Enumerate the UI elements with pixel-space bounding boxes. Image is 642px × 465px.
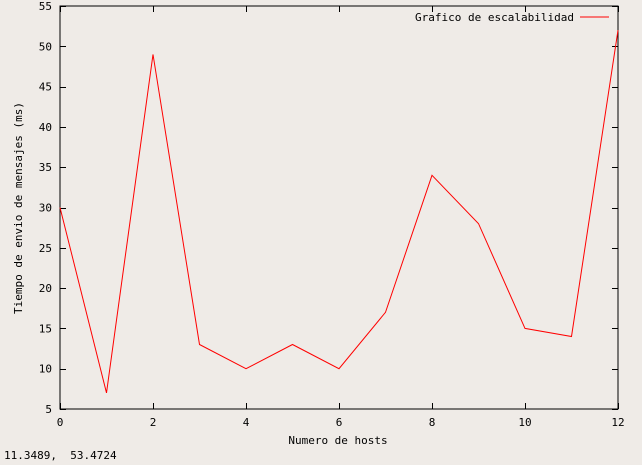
y-tick-label: 55 (39, 0, 52, 13)
y-tick-label: 45 (39, 81, 52, 94)
y-tick-label: 30 (39, 202, 52, 215)
x-tick-label: 4 (243, 416, 250, 429)
legend-label: Grafico de escalabilidad (415, 11, 574, 24)
y-tick-label: 50 (39, 40, 52, 53)
x-tick-label: 10 (518, 416, 531, 429)
axes (59, 5, 619, 410)
y-tick-label: 35 (39, 161, 52, 174)
plot-frame (59, 5, 619, 410)
x-axis-ticks: 0 2 4 6 8 10 12 (57, 6, 625, 429)
y-axis-ticks: 5 10 15 20 25 30 35 40 45 50 55 (39, 0, 618, 416)
y-tick-label: 25 (39, 242, 52, 255)
legend: Grafico de escalabilidad (415, 11, 609, 24)
y-tick-label: 40 (39, 121, 52, 134)
cursor-coordinates: 11.3489, 53.4724 (4, 449, 117, 462)
y-axis-label: Tiempo de envio de mensajes (ms) (12, 102, 25, 314)
x-axis-label: Numero de hosts (288, 434, 387, 447)
x-tick-label: 8 (429, 416, 436, 429)
y-tick-label: 10 (39, 363, 52, 376)
series-lines (59, 30, 619, 394)
y-tick-label: 20 (39, 282, 52, 295)
y-tick-label: 5 (45, 403, 52, 416)
x-tick-label: 0 (57, 416, 64, 429)
x-tick-label: 6 (336, 416, 343, 429)
x-tick-label: 12 (611, 416, 624, 429)
series-line (59, 30, 619, 394)
x-tick-label: 2 (150, 416, 157, 429)
y-tick-label: 15 (39, 322, 52, 335)
